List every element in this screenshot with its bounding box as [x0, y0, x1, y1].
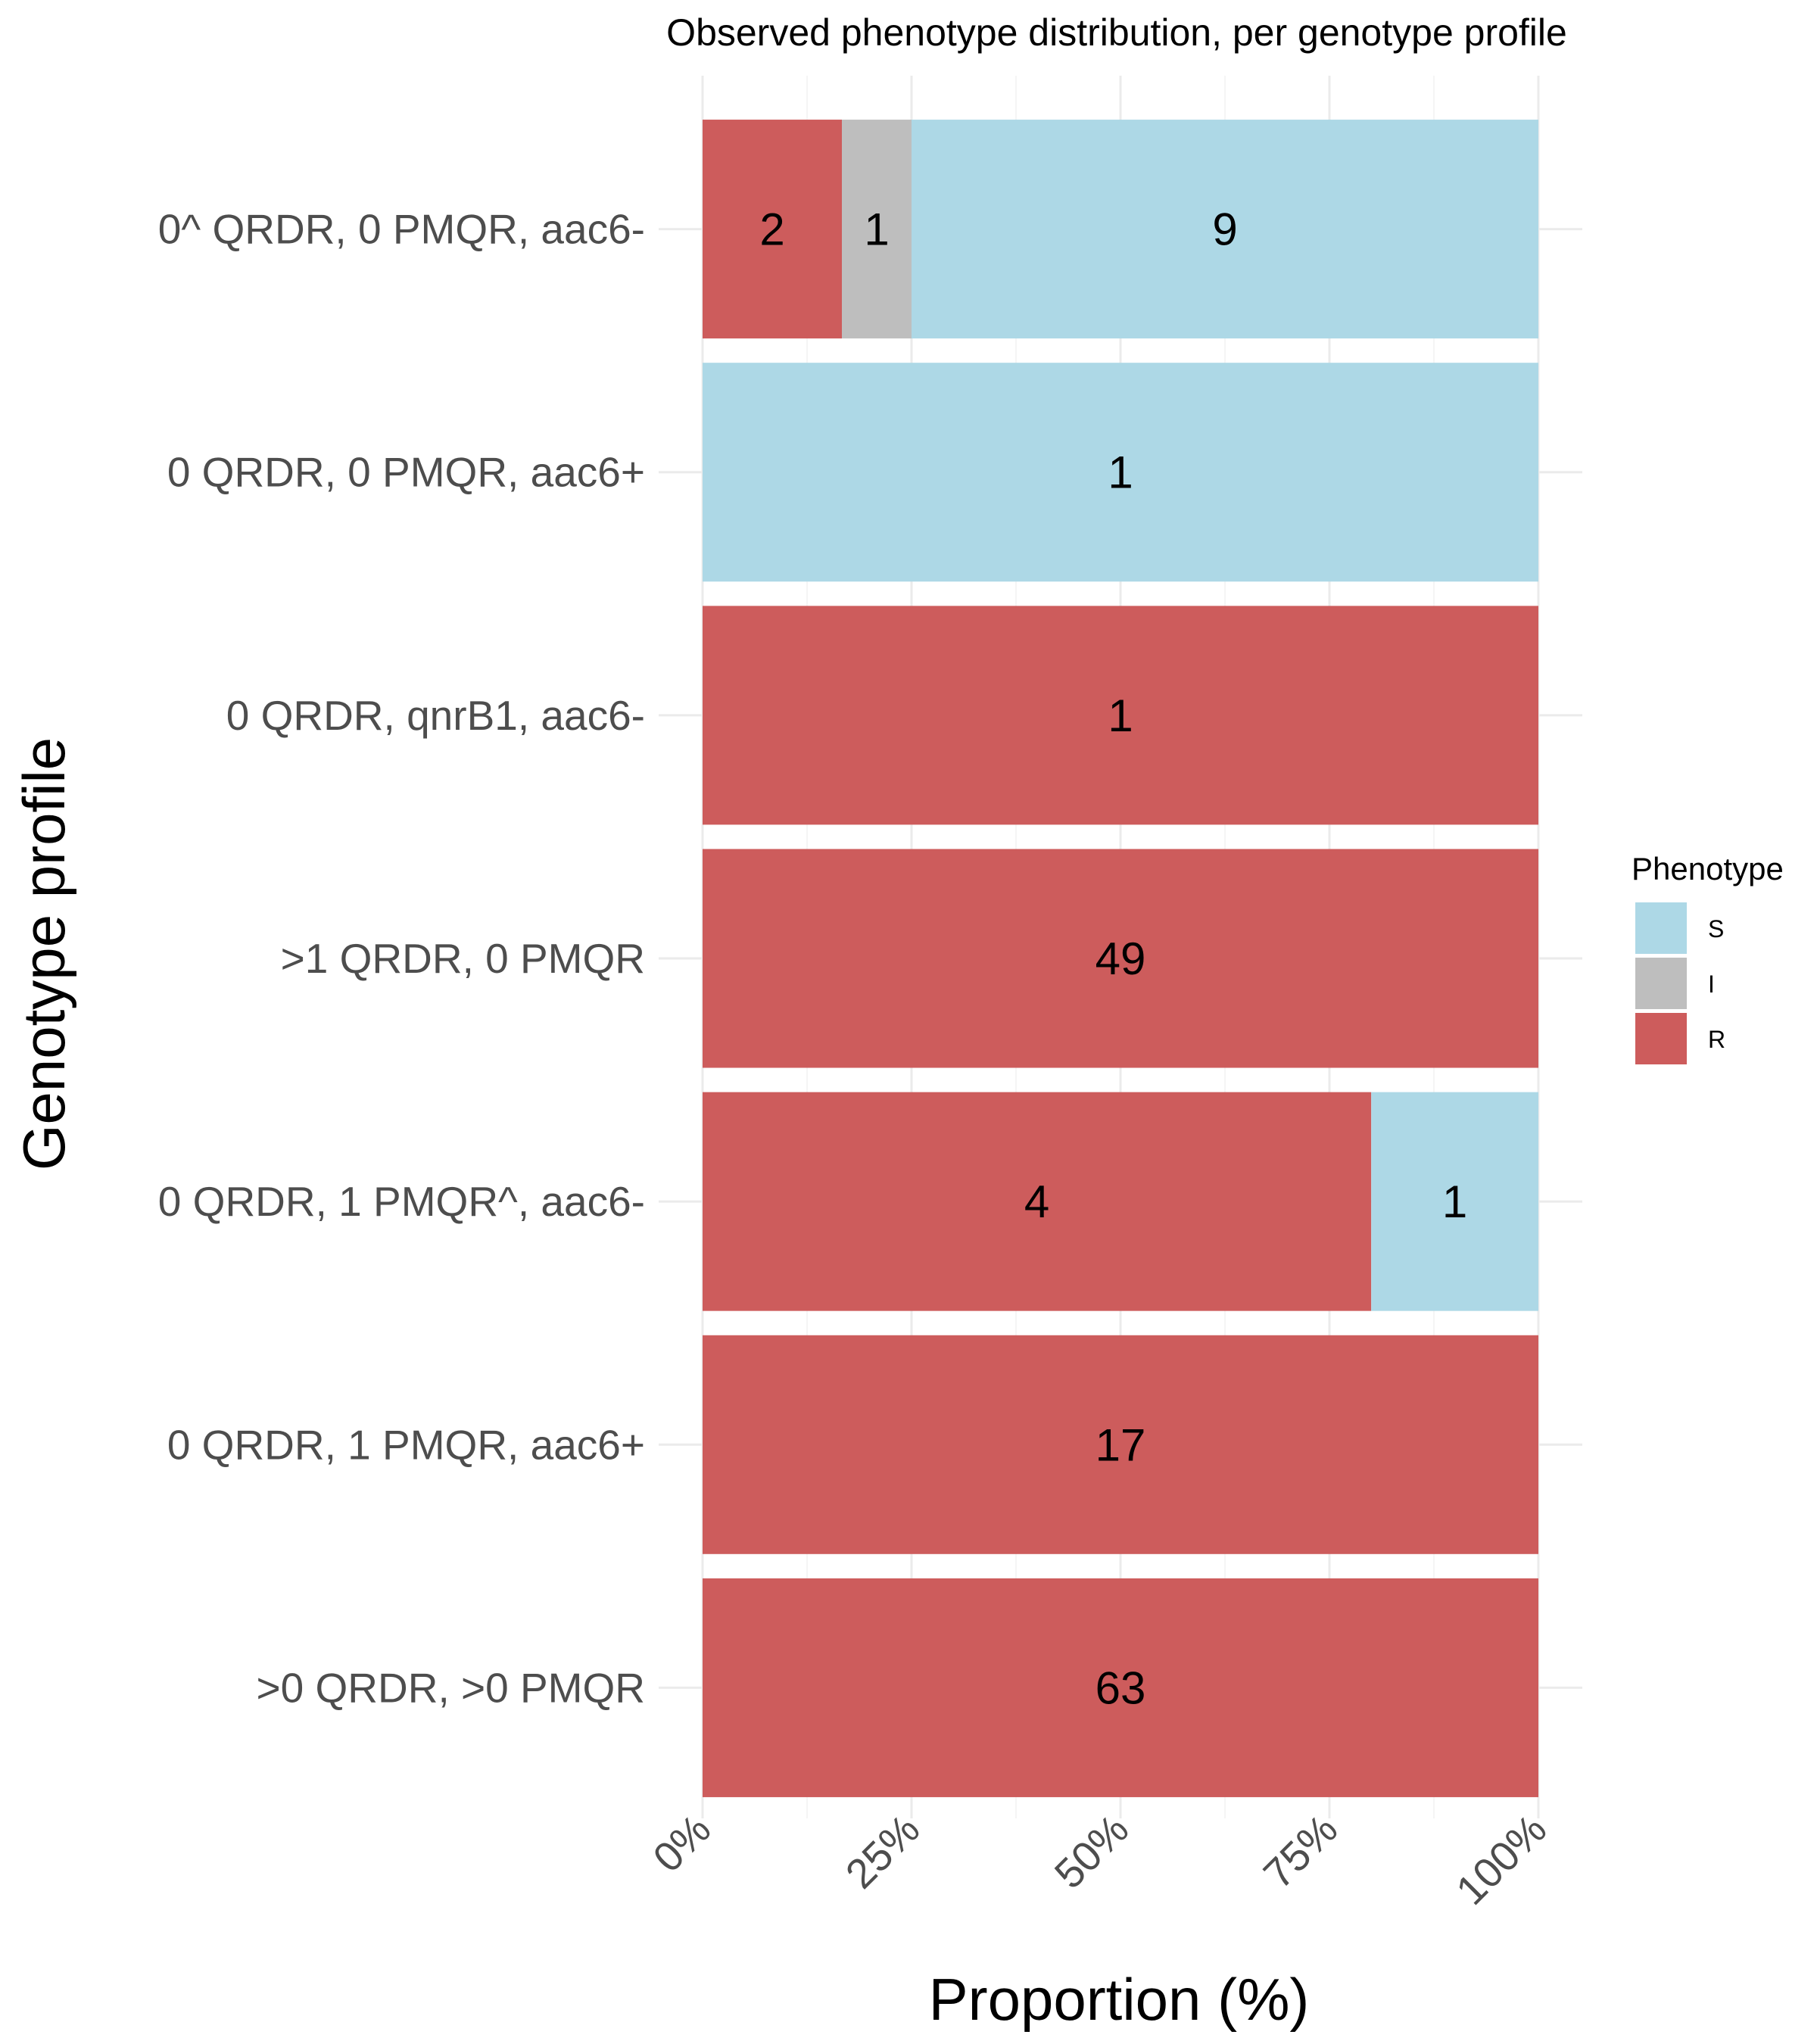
- y-tick-label: >1 QRDR, 0 PMQR: [281, 935, 645, 982]
- bar-segment-I: [842, 120, 912, 339]
- bar-segment-S: [912, 120, 1538, 339]
- x-tick-label: 25%: [837, 1806, 929, 1898]
- x-axis-title: Proportion (%): [929, 1966, 1310, 2033]
- y-tick-label: 0 QRDR, 1 PMQR^, aac6-: [158, 1178, 645, 1225]
- bar-count-label: 17: [1095, 1419, 1146, 1470]
- bar-count-label: 1: [1442, 1176, 1467, 1227]
- x-tick-label: 100%: [1447, 1806, 1555, 1914]
- chart-title: Observed phenotype distribution, per gen…: [666, 11, 1567, 54]
- y-tick-label: 0 QRDR, qnrB1, aac6-: [226, 692, 645, 739]
- legend: Phenotype S I R: [1632, 851, 1784, 1064]
- bar-segment-S: [703, 363, 1538, 582]
- x-axis-ticks: 0% 25% 50% 75% 100%: [644, 1806, 1555, 1914]
- legend-key-S: [1635, 902, 1687, 954]
- legend-keys: S I R: [1635, 902, 1725, 1064]
- legend-title: Phenotype: [1632, 851, 1784, 886]
- bar-count-label: 1: [1108, 447, 1133, 498]
- bar-count-label: 4: [1024, 1176, 1049, 1227]
- legend-key-R: [1635, 1013, 1687, 1064]
- bar-segment-S: [1371, 1092, 1538, 1311]
- x-tick-label: 75%: [1254, 1806, 1347, 1898]
- y-tick-label: 0 QRDR, 1 PMQR, aac6+: [167, 1421, 645, 1468]
- y-tick-label: 0 QRDR, 0 PMQR, aac6+: [167, 449, 645, 496]
- bar-segment-R: [703, 120, 842, 339]
- y-tick-label: 0^ QRDR, 0 PMQR, aac6-: [158, 206, 645, 253]
- bar-segment-R: [703, 849, 1538, 1068]
- bar-segment-R: [703, 606, 1538, 825]
- legend-label-S: S: [1708, 915, 1724, 943]
- legend-label-I: I: [1708, 971, 1715, 998]
- bar-count-label: 1: [864, 204, 889, 255]
- y-axis-ticks: 0^ QRDR, 0 PMQR, aac6- 0 QRDR, 0 PMQR, aa…: [158, 206, 645, 1712]
- x-tick-label: 50%: [1046, 1806, 1138, 1898]
- y-axis-title: Genotype profile: [11, 737, 77, 1170]
- bar-segment-R: [703, 1335, 1538, 1554]
- bar-count-label: 63: [1095, 1662, 1146, 1713]
- bar-count-label: 9: [1212, 204, 1237, 255]
- legend-label-R: R: [1708, 1026, 1725, 1053]
- bar-count-label: 1: [1108, 690, 1133, 741]
- x-tick-label: 0%: [644, 1806, 719, 1881]
- y-tick-label: >0 QRDR, >0 PMQR: [257, 1664, 645, 1711]
- bar-count-label: 2: [759, 204, 784, 255]
- bar-count-label: 49: [1095, 933, 1146, 984]
- bar-labels-layer: 2 1 9 1 1 49 4 1 17 63: [759, 204, 1467, 1714]
- legend-key-I: [1635, 958, 1687, 1009]
- bar-segment-R: [703, 1092, 1372, 1311]
- bar-segment-R: [703, 1578, 1538, 1797]
- bars-layer: [703, 120, 1538, 1797]
